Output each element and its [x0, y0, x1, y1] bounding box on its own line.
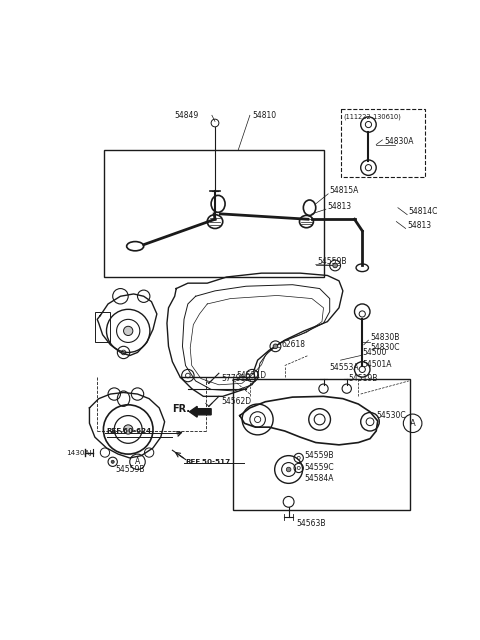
Text: 54813: 54813 [407, 221, 432, 230]
Text: 54830C: 54830C [370, 343, 399, 353]
Bar [233, 379, 409, 509]
Text: 54830B: 54830B [370, 333, 399, 342]
Text: 57791B: 57791B [221, 374, 251, 383]
Circle shape [123, 425, 133, 434]
Text: 54559B: 54559B [304, 451, 334, 460]
Text: 54815A: 54815A [330, 186, 359, 195]
Text: 54562D: 54562D [221, 397, 252, 406]
Text: 54551D: 54551D [237, 371, 267, 380]
Text: 54519B: 54519B [348, 374, 378, 383]
Text: 1430AJ: 1430AJ [66, 449, 92, 456]
Text: 54501A: 54501A [362, 360, 392, 369]
Text: 54559C: 54559C [304, 463, 334, 472]
Text: 54814C: 54814C [409, 207, 438, 216]
Text: 54530C: 54530C [376, 411, 406, 420]
Circle shape [286, 467, 291, 472]
Text: 62618: 62618 [282, 340, 306, 349]
Text: 54810: 54810 [252, 111, 276, 120]
Text: FR.: FR. [172, 404, 191, 415]
Text: REF.60-624: REF.60-624 [107, 428, 152, 434]
Bar [95, 312, 110, 342]
Text: (111222-130610): (111222-130610) [343, 114, 401, 120]
Bar [341, 109, 425, 177]
Text: 54563B: 54563B [296, 519, 326, 528]
Text: 54849: 54849 [175, 111, 199, 120]
Text: 54584A: 54584A [304, 474, 334, 483]
Text: REF.50-517: REF.50-517 [186, 459, 231, 465]
Circle shape [111, 460, 114, 463]
Text: A: A [410, 419, 416, 428]
Circle shape [123, 326, 133, 335]
Bar [104, 150, 324, 277]
Text: 54553A: 54553A [330, 364, 360, 372]
Circle shape [273, 344, 278, 349]
FancyArrow shape [190, 406, 211, 417]
Text: 54813: 54813 [327, 202, 351, 211]
Text: 54559B: 54559B [116, 465, 145, 474]
Text: 54559B: 54559B [317, 257, 347, 266]
Text: 54500: 54500 [362, 348, 386, 357]
Text: 54830A: 54830A [384, 137, 413, 146]
Text: A: A [135, 458, 140, 467]
Circle shape [333, 263, 337, 268]
